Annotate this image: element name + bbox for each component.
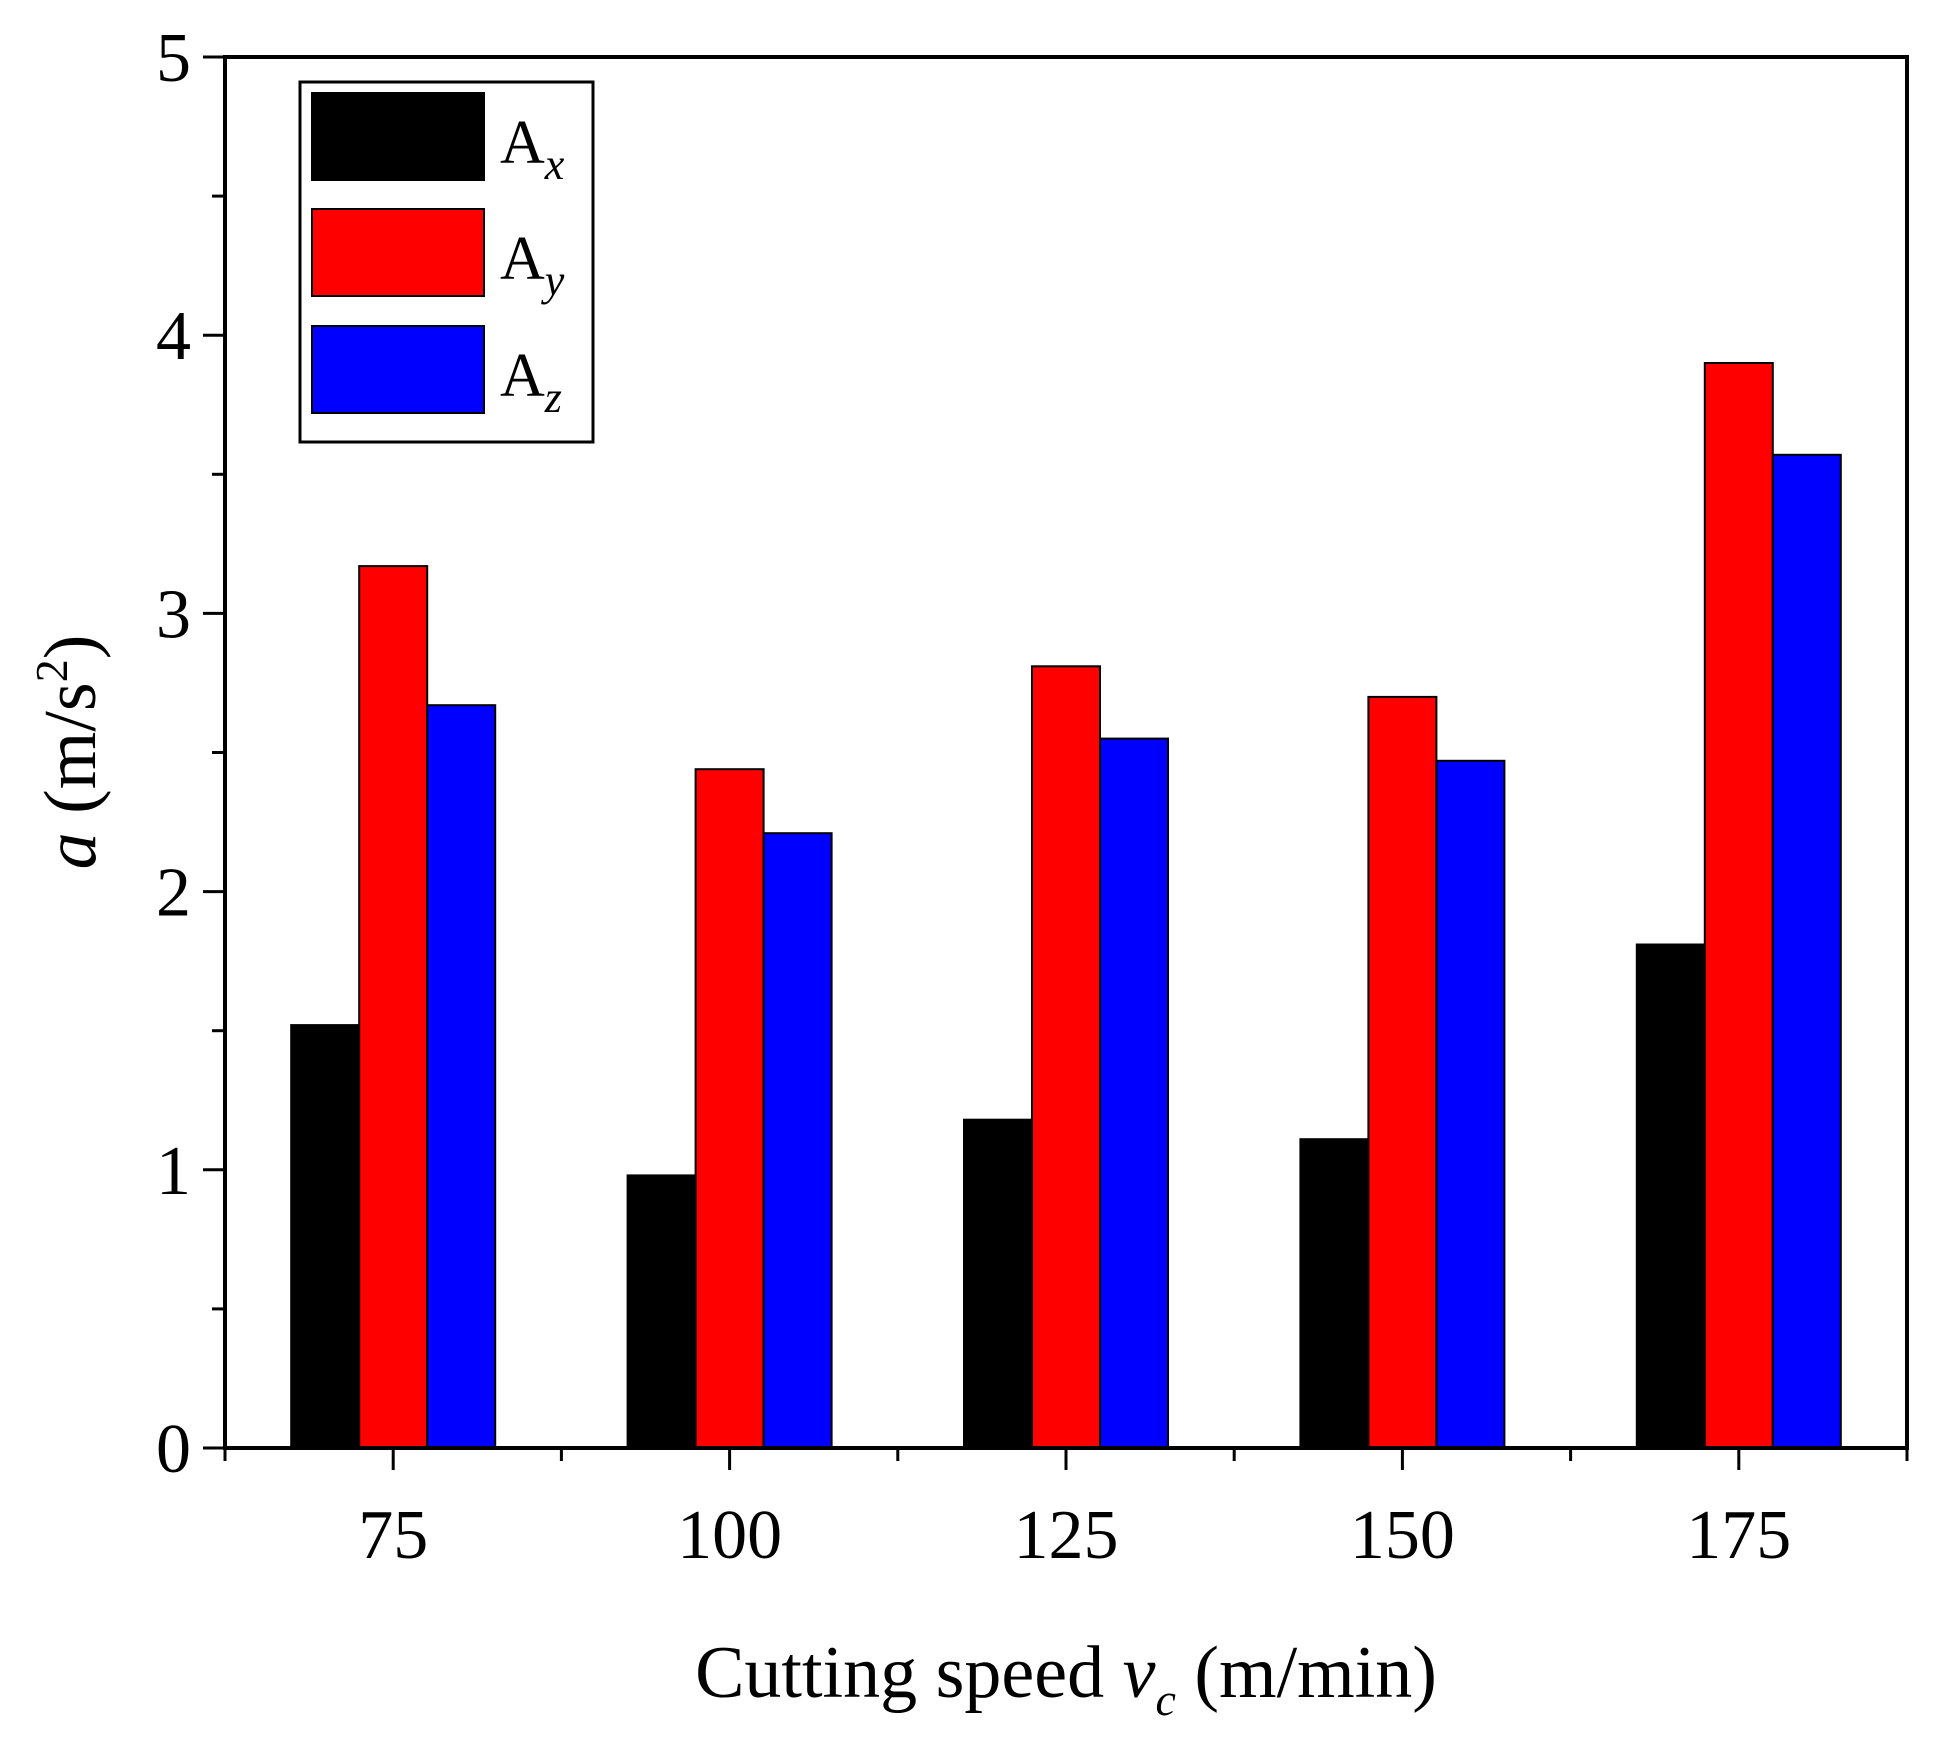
y-tick-label: 3 [156, 576, 191, 653]
y-tick-label: 0 [156, 1411, 191, 1488]
x-axis-variable: v [1123, 1632, 1156, 1714]
legend-label-ay-name: A [500, 225, 545, 293]
x-axis-variable-subscript: c [1155, 1674, 1175, 1725]
y-tick-label: 1 [156, 1133, 191, 1210]
x-tick-label: 75 [358, 1497, 428, 1574]
bar-Ax-75 [290, 1024, 361, 1449]
bar-Ay-175 [1703, 362, 1774, 1449]
bar-Ay-75 [358, 565, 429, 1449]
legend-label-ay: Ay [500, 225, 565, 305]
legend-label-ax-sub: x [544, 140, 565, 189]
bar-Ay-150 [1367, 695, 1438, 1449]
bar-Ax-125 [963, 1118, 1033, 1449]
y-tick-label: 2 [156, 855, 191, 932]
y-axis-unit-superscript: 2 [26, 659, 77, 682]
legend-label-az-name: A [500, 342, 545, 410]
legend-label-ax: Ax [500, 109, 565, 189]
legend-swatch-az [311, 325, 485, 414]
bar-Az-100 [762, 832, 833, 1449]
x-axis-label: Cutting speed vc (m/min) [695, 1632, 1437, 1725]
bar-Ax-175 [1635, 943, 1706, 1449]
legend-label-ay-sub: y [541, 256, 565, 305]
x-tick-label: 150 [1350, 1497, 1455, 1574]
bar-Az-150 [1435, 759, 1506, 1449]
bar-Ax-150 [1299, 1138, 1370, 1449]
bar-Ax-100 [626, 1174, 697, 1450]
legend-swatch-ay [311, 208, 485, 297]
legend-label-az: Az [500, 342, 562, 422]
x-axis-label-text: Cutting speed [695, 1632, 1123, 1714]
x-tick-label: 125 [1014, 1497, 1119, 1574]
bar-Az-125 [1099, 737, 1169, 1449]
bar-Ay-125 [1031, 665, 1101, 1449]
x-tick-label: 100 [677, 1497, 782, 1574]
bar-Az-175 [1771, 453, 1842, 1449]
chart-marks [290, 362, 1842, 1450]
bar-Ay-100 [694, 768, 765, 1449]
legend: Ax Ay Az [298, 80, 595, 444]
legend-label-az-sub: z [544, 373, 562, 422]
y-axis-unit-open: (m/s [30, 682, 112, 832]
x-axis-unit: (m/min) [1176, 1632, 1437, 1714]
y-axis-label: a (m/s2) [26, 635, 112, 870]
y-axis-variable: a [30, 832, 112, 869]
bar-Az-75 [426, 704, 497, 1449]
y-tick-label: 4 [156, 298, 191, 375]
y-tick-label: 5 [156, 20, 191, 97]
x-tick-label: 175 [1686, 1497, 1791, 1574]
y-axis-unit-close: ) [30, 635, 112, 660]
legend-swatch-ax [311, 92, 485, 181]
axes: 0 1 2 3 4 5 75 100 125 150 175 [156, 20, 1909, 1574]
legend-label-ax-name: A [500, 109, 545, 177]
